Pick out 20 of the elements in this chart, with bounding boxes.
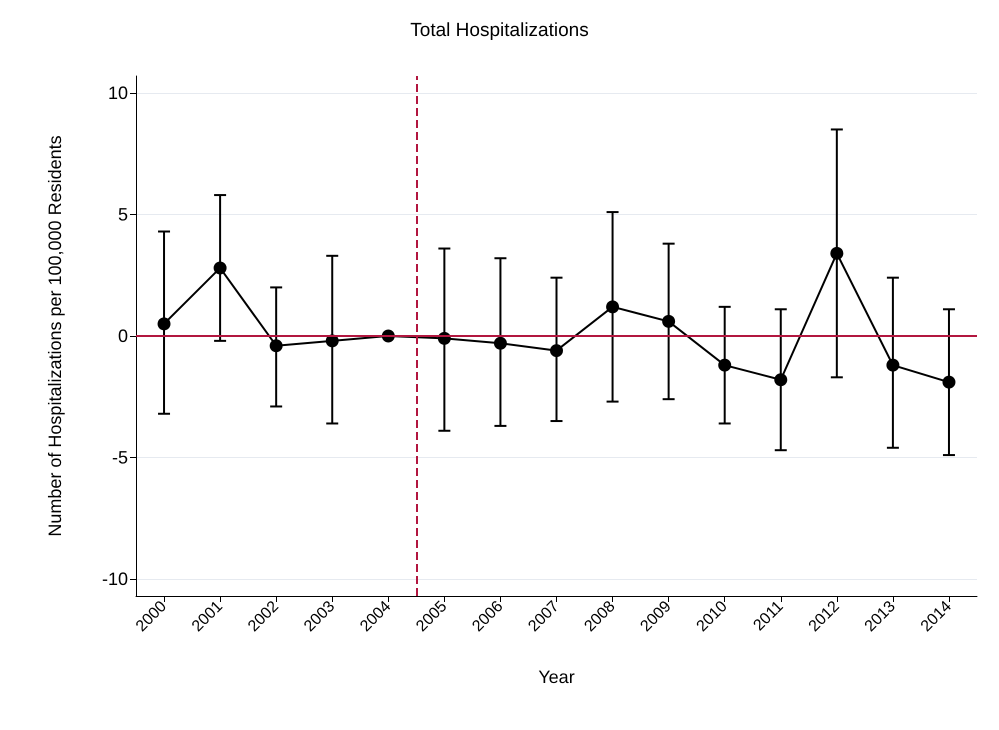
point (270, 339, 283, 352)
point (214, 261, 227, 274)
point (550, 344, 563, 358)
point (774, 373, 788, 386)
y-tick-label: 5 (118, 204, 128, 225)
point (886, 358, 900, 372)
point (606, 300, 620, 314)
y-tick-label: -10 (102, 568, 128, 589)
y-axis-title: Number of Hospitalizations per 100,000 Residents (45, 135, 65, 537)
point (662, 314, 676, 328)
y-tick-label: 10 (108, 83, 128, 104)
y-tick-label: 0 (118, 326, 128, 346)
x-axis-title: Year (538, 667, 575, 687)
chart-title: Total Hospitalizations (410, 20, 589, 41)
y-tick-label: -5 (112, 447, 128, 468)
point (830, 246, 844, 260)
point (494, 336, 507, 350)
point (158, 317, 171, 330)
point (942, 376, 956, 389)
point (718, 358, 732, 372)
